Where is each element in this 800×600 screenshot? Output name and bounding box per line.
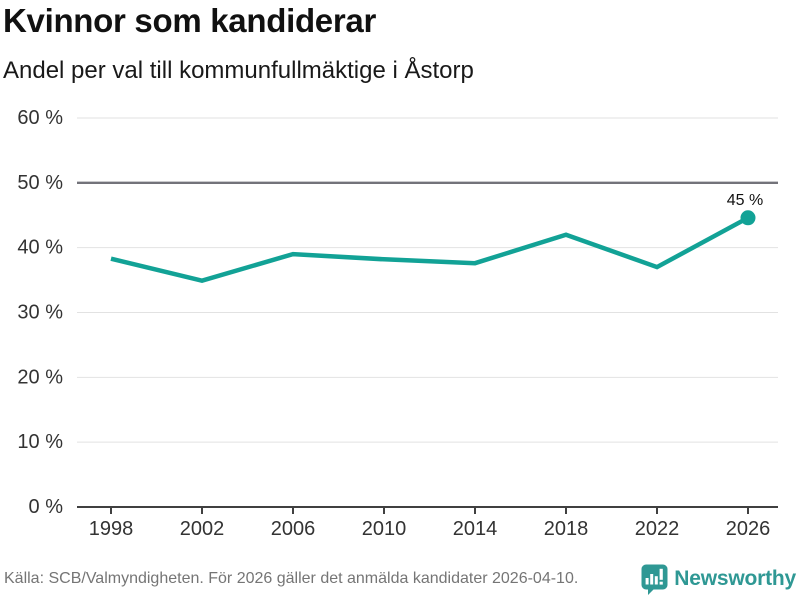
data-line-andel-kvinnor xyxy=(110,215,750,284)
y-axis-label: 0 % xyxy=(29,496,64,518)
y-axis-label: 20 % xyxy=(17,366,63,388)
y-axis-label: 30 % xyxy=(17,302,63,324)
newsworthy-wordmark: Newsworthy xyxy=(674,567,796,590)
y-axis-label: 40 % xyxy=(17,237,63,259)
newsworthy-bubble-chart-icon xyxy=(641,564,668,595)
page-title: Kvinnor som kandiderar xyxy=(3,2,376,39)
y-axis-label: 60 % xyxy=(17,107,63,129)
x-axis-label: 1998 xyxy=(89,518,134,540)
x-axis-label: 2014 xyxy=(453,518,498,540)
x-axis-label: 2010 xyxy=(362,518,407,540)
footer: Källa: SCB/Valmyndigheten. För 2026 gäll… xyxy=(4,562,796,596)
x-axis-label: 2006 xyxy=(271,518,316,540)
newsworthy-logo: Newsworthy xyxy=(641,564,796,595)
data-point-marker-2026 xyxy=(740,210,756,226)
x-axis-label: 2018 xyxy=(544,518,589,540)
x-axis-label: 2026 xyxy=(726,518,771,540)
line-chart: 0 % 10 % 20 % 30 % 40 % 50 % 60 % 1998 2002 2006 2… xyxy=(17,107,778,540)
y-axis-label: 50 % xyxy=(17,172,63,194)
page-subtitle: Andel per val till kommunfullmäktige i Å… xyxy=(3,57,474,84)
x-axis-label: 2002 xyxy=(180,518,225,540)
source-note: Källa: SCB/Valmyndigheten. För 2026 gäll… xyxy=(4,570,579,587)
x-axis-label: 2022 xyxy=(635,518,680,540)
last-point-value-label: 45 % xyxy=(727,192,763,209)
y-axis-label: 10 % xyxy=(17,431,63,453)
